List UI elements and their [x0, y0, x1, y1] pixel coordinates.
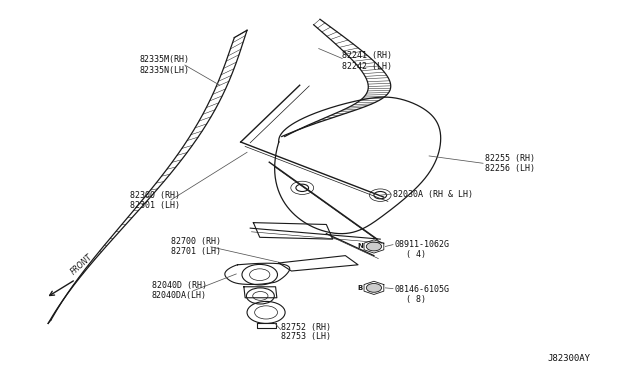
Text: 82256 (LH): 82256 (LH) — [485, 164, 535, 173]
Text: N: N — [357, 243, 363, 250]
Text: 82300 (RH): 82300 (RH) — [130, 191, 180, 200]
Text: 82335N(LH): 82335N(LH) — [139, 66, 189, 75]
Text: 82040D (RH): 82040D (RH) — [152, 281, 207, 290]
Text: 08146-6105G: 08146-6105G — [395, 285, 450, 294]
Text: 82753 (LH): 82753 (LH) — [281, 333, 331, 341]
Text: 08911-1062G: 08911-1062G — [395, 240, 450, 249]
Text: 82242 (LH): 82242 (LH) — [342, 62, 392, 71]
Circle shape — [366, 242, 381, 251]
Text: 82040DA(LH): 82040DA(LH) — [152, 291, 207, 301]
Circle shape — [366, 283, 381, 292]
Text: 82700 (RH): 82700 (RH) — [171, 237, 221, 246]
Circle shape — [374, 192, 387, 199]
Text: 82255 (RH): 82255 (RH) — [485, 154, 535, 163]
Circle shape — [296, 184, 308, 192]
Text: 82701 (LH): 82701 (LH) — [171, 247, 221, 256]
Text: 82030A (RH & LH): 82030A (RH & LH) — [393, 190, 473, 199]
Text: FRONT: FRONT — [69, 253, 95, 277]
Text: J82300AY: J82300AY — [547, 355, 590, 363]
Text: 82335M(RH): 82335M(RH) — [139, 55, 189, 64]
Text: ( 4): ( 4) — [406, 250, 426, 259]
Text: B: B — [357, 285, 363, 291]
Text: 82301 (LH): 82301 (LH) — [130, 201, 180, 209]
Text: 82241 (RH): 82241 (RH) — [342, 51, 392, 60]
Text: 82752 (RH): 82752 (RH) — [281, 323, 331, 331]
Text: ( 8): ( 8) — [406, 295, 426, 304]
